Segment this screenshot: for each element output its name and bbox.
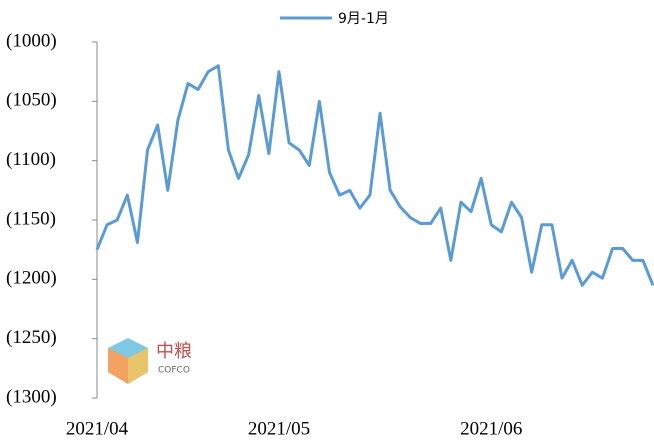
y-tick-label: (1000): [6, 30, 57, 51]
line-series: [95, 64, 654, 287]
x-tick-label: 2021/06: [460, 418, 522, 439]
x-tick-label: 2021/04: [66, 418, 129, 439]
y-tick-label: (1050): [6, 90, 57, 111]
legend-label: 9月-1月: [338, 11, 389, 27]
logo-brand: 中粮: [156, 341, 192, 362]
y-tick-label: (1100): [6, 149, 56, 170]
logo-cube-side: [108, 348, 128, 384]
logo-cube-side: [128, 348, 148, 384]
x-tick-label: 2021/05: [248, 418, 310, 439]
y-tick-label: (1250): [6, 327, 57, 348]
y-tick-label: (1200): [6, 268, 57, 289]
y-tick-label: (1150): [6, 208, 56, 229]
y-tick-label: (1300): [6, 386, 57, 407]
logo: 中粮 COFCO: [108, 338, 192, 384]
logo-name: COFCO: [158, 366, 190, 376]
